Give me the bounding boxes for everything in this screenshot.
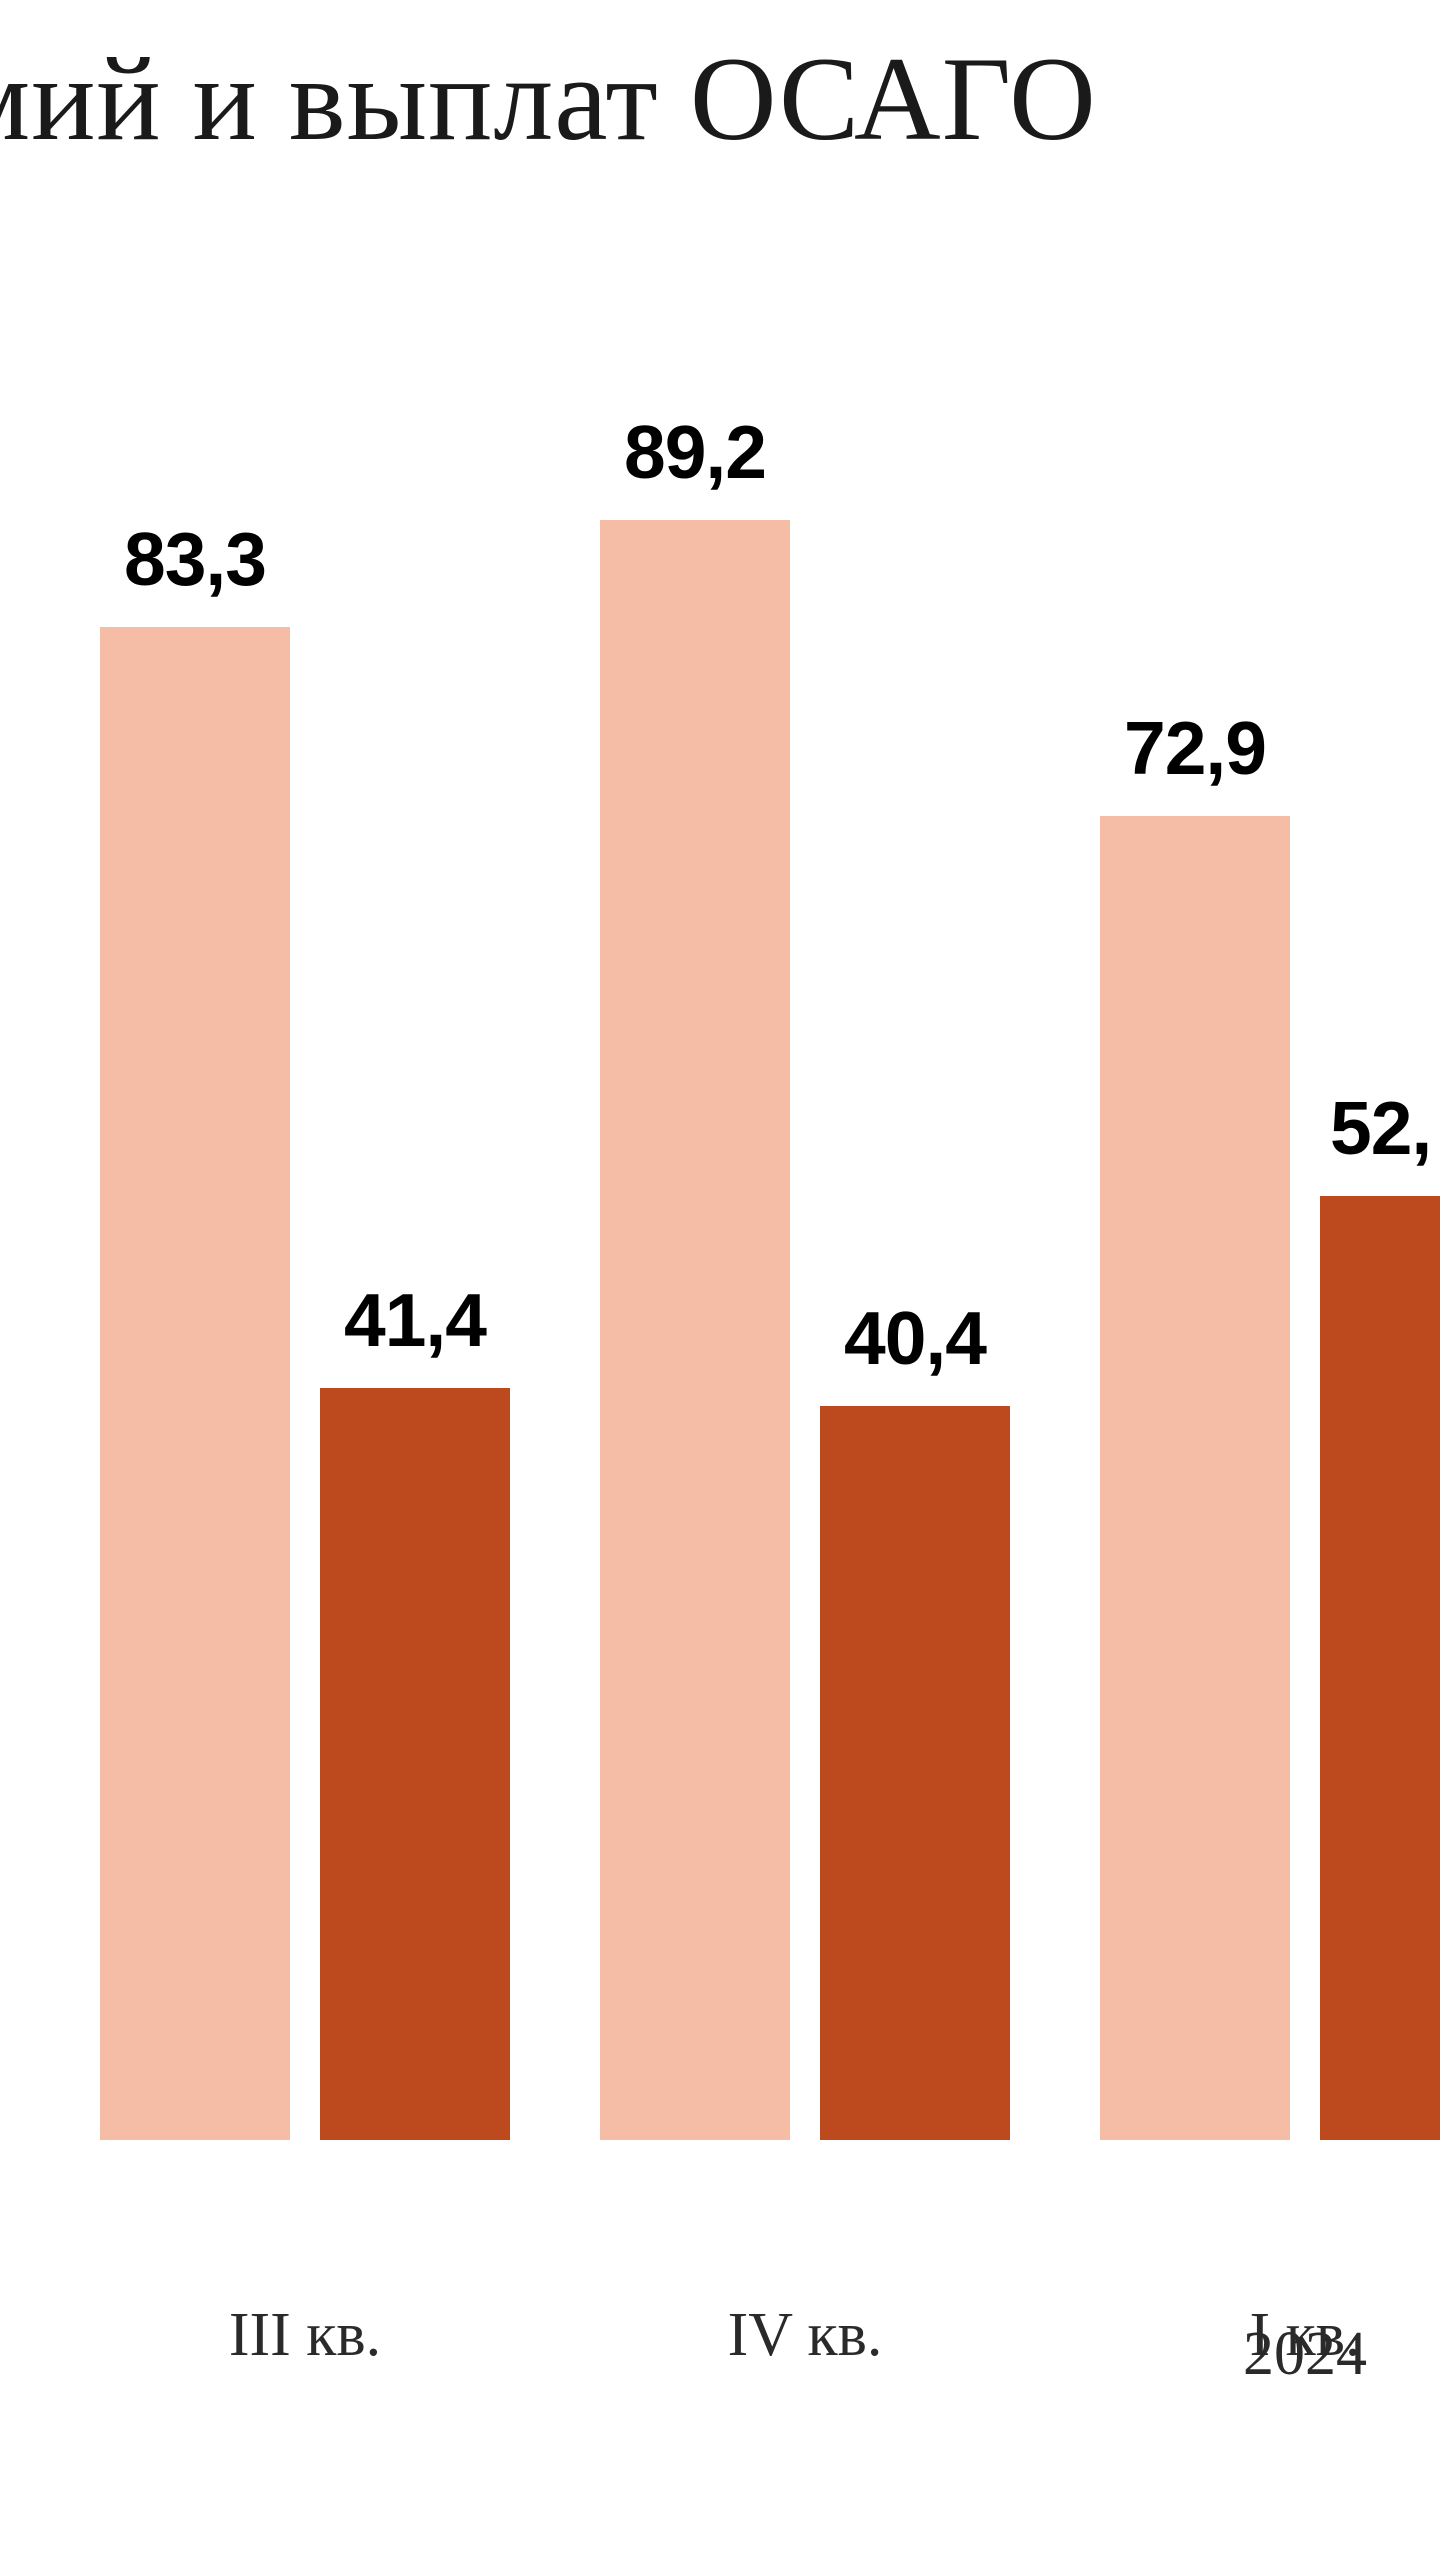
bar-wrapper: 72,9 — [1100, 816, 1290, 2140]
bar-group: 89,240,4 — [600, 520, 1010, 2140]
bar-wrapper: 52, — [1320, 1196, 1440, 2140]
bar-value-label: 72,9 — [1124, 705, 1266, 791]
bar — [1100, 816, 1290, 2140]
bar-wrapper: 83,3 — [100, 627, 290, 2140]
bar-value-label: 41,4 — [344, 1277, 486, 1363]
chart-plot-area: 83,341,489,240,472,952, — [80, 380, 1440, 2140]
bar-group: 83,341,4 — [100, 627, 510, 2140]
bar — [100, 627, 290, 2140]
bar-wrapper: 40,4 — [820, 1406, 1010, 2140]
bar — [320, 1388, 510, 2140]
bar-group: 72,952, — [1100, 816, 1440, 2140]
year-label: 2024 — [1243, 2319, 1367, 2390]
bar — [1320, 1196, 1440, 2140]
bar-wrapper: 89,2 — [600, 520, 790, 2140]
bar-wrapper: 41,4 — [320, 1388, 510, 2140]
bar-value-label: 83,3 — [124, 516, 266, 602]
x-axis-label: IV кв. — [728, 2300, 883, 2371]
bar — [600, 520, 790, 2140]
chart-title: емий и выплат ОСАГО — [0, 30, 1440, 168]
x-axis-label: III кв. — [229, 2300, 381, 2371]
bar-value-label: 52, — [1330, 1085, 1431, 1171]
bar-value-label: 89,2 — [624, 409, 766, 495]
bar — [820, 1406, 1010, 2140]
bar-value-label: 40,4 — [844, 1295, 986, 1381]
